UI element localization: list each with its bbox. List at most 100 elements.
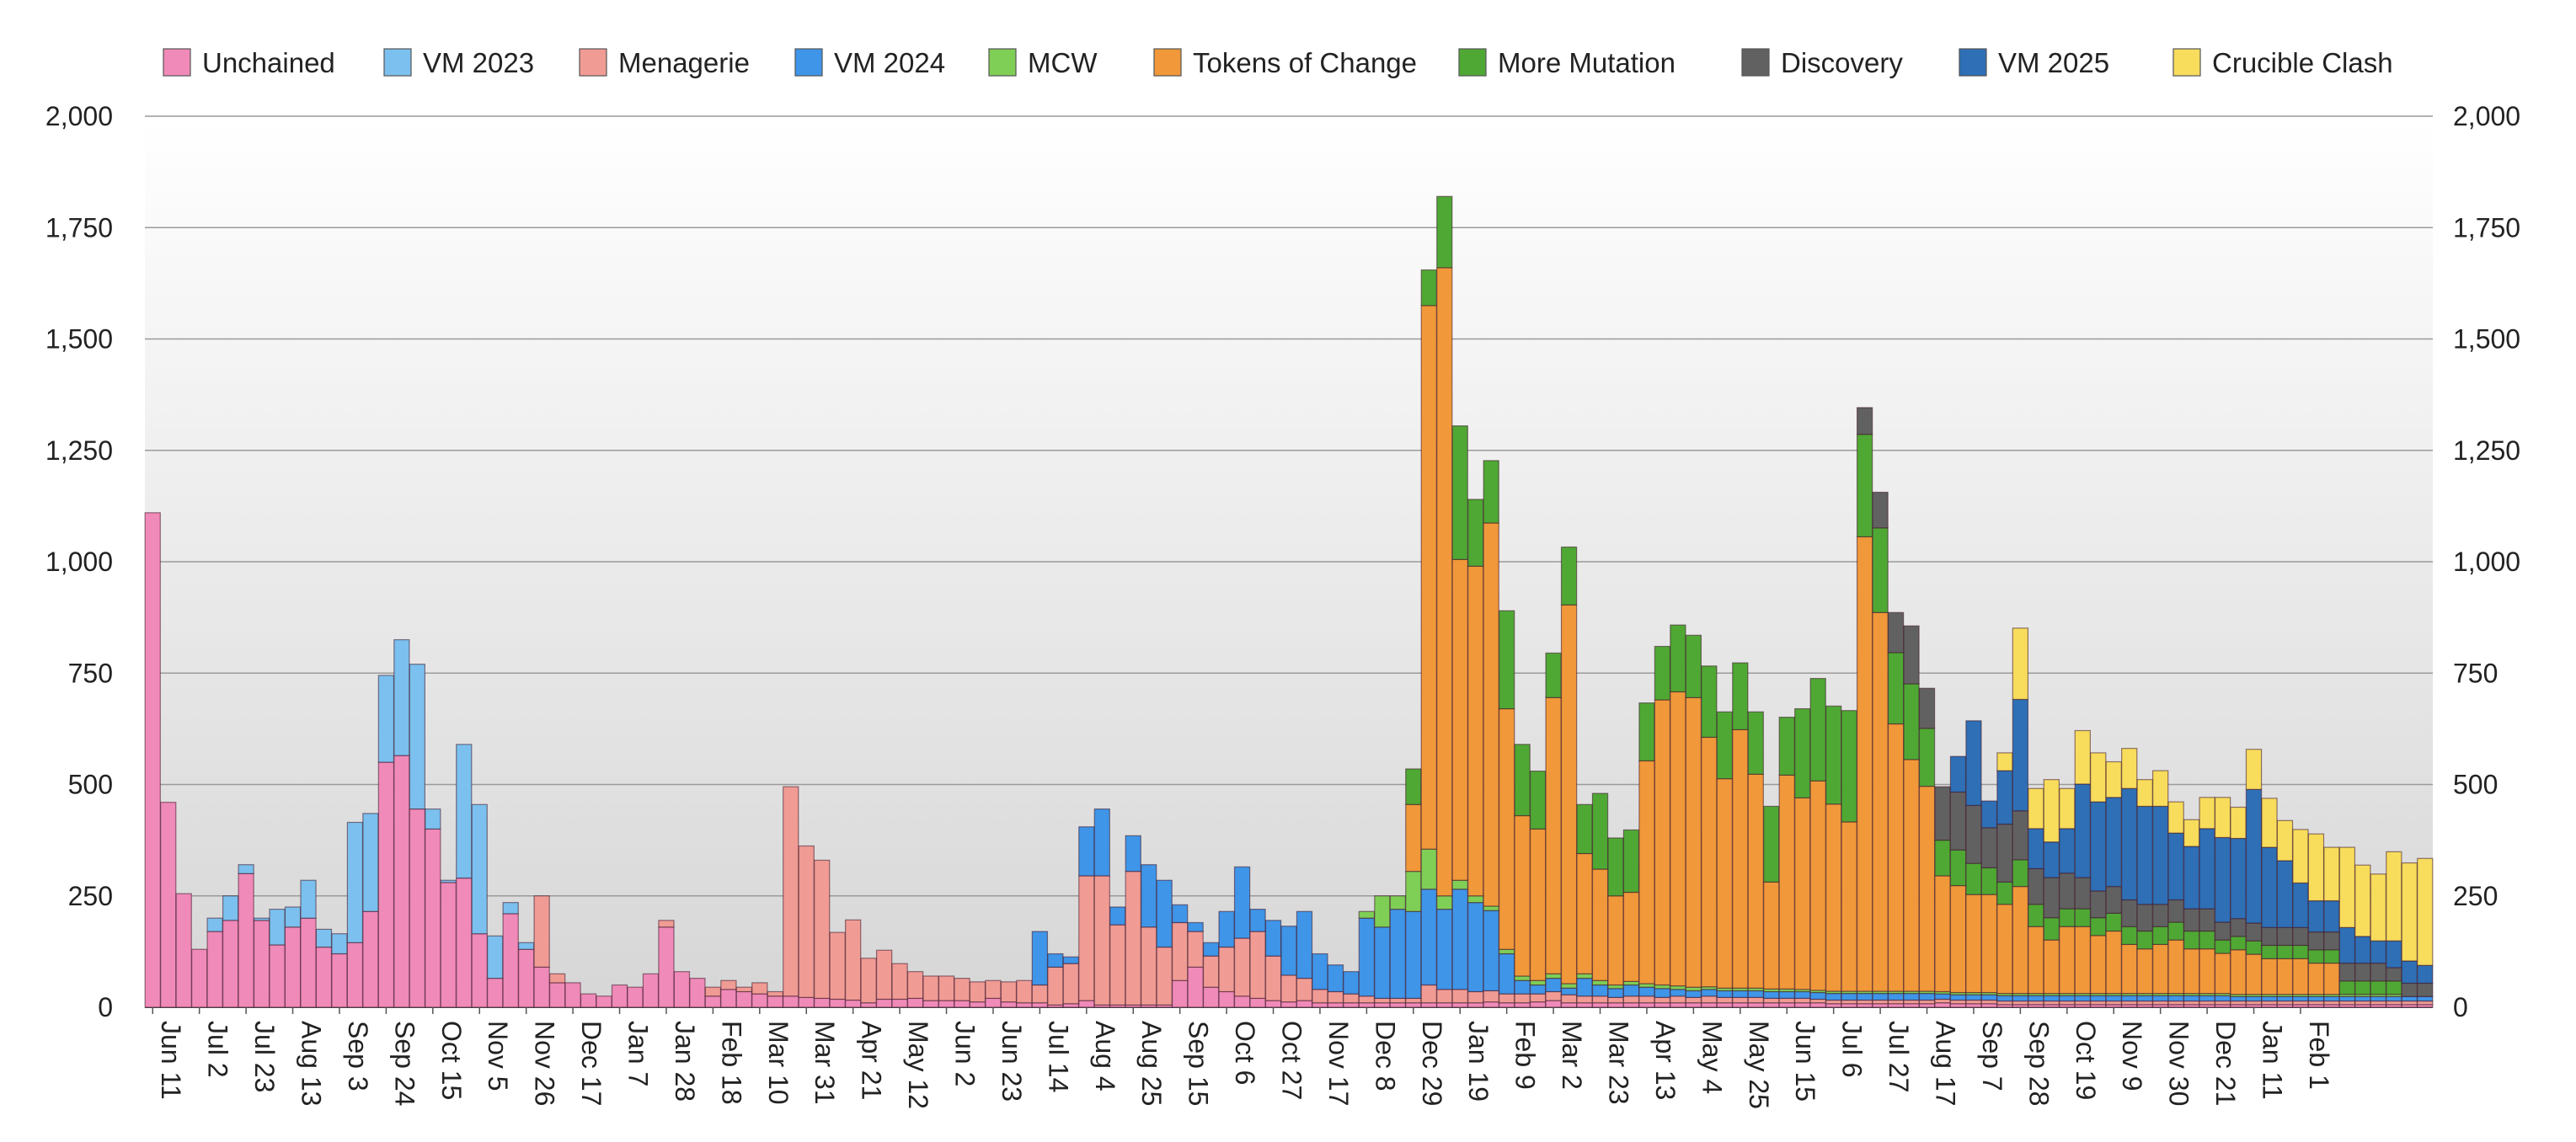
bar-segment: [2307, 1000, 2325, 1006]
x-tick-label: Nov 17: [1323, 1021, 1354, 1106]
bar-segment: [2323, 995, 2340, 1002]
x-tick-label: Nov 26: [530, 1021, 560, 1106]
bar-segment: [2417, 982, 2434, 997]
bar-segment: [1872, 527, 1889, 613]
bar-segment: [1856, 434, 1873, 537]
bar-segment: [1887, 652, 1905, 725]
bar-segment: [440, 882, 457, 1008]
bar-segment: [1062, 963, 1079, 1005]
bar-segment: [1202, 986, 1220, 1008]
bar-segment: [642, 973, 660, 1008]
x-tick-label: Oct 27: [1277, 1021, 1307, 1100]
bar-segment: [735, 986, 752, 993]
bar-segment: [1545, 973, 1562, 979]
bar-segment: [1980, 867, 1998, 895]
bar-segment: [2276, 995, 2294, 1002]
bar-segment: [1545, 990, 1562, 1001]
bars: [144, 195, 2434, 1008]
bar-segment: [1031, 1002, 1049, 1008]
bar-segment: [1903, 625, 1920, 685]
x-tick-label: Mar 23: [1604, 1021, 1634, 1105]
bar-segment: [2245, 922, 2263, 942]
bar-segment: [1638, 702, 1655, 762]
bar-segment: [1918, 992, 1936, 1001]
bar-segment: [2338, 926, 2356, 964]
bar-segment: [1296, 1000, 1313, 1008]
bar-segment: [2028, 1000, 2044, 1006]
bar-segment: [2199, 1000, 2215, 1006]
bar-segment: [2370, 1000, 2386, 1006]
bar-segment: [1327, 990, 1344, 1004]
bar-segment: [1545, 652, 1562, 698]
bar-segment: [1560, 546, 1578, 606]
bar-segment: [1576, 803, 1593, 855]
bar-segment: [1622, 829, 1640, 894]
bar-segment: [1732, 1002, 1749, 1008]
bar-segment: [2401, 960, 2418, 985]
bar-segment: [1374, 926, 1391, 1000]
bar-segment: [2183, 846, 2200, 910]
bar-segment: [331, 933, 348, 955]
bar-segment: [1965, 862, 1982, 895]
bar-segment: [1280, 926, 1297, 976]
bar-segment: [1763, 805, 1780, 883]
bar-segment: [2307, 949, 2325, 964]
bar-segment: [2386, 851, 2402, 942]
bar-segment: [2152, 943, 2169, 995]
bar-segment: [627, 986, 644, 1008]
bar-segment: [2152, 995, 2169, 1002]
bar-segment: [2323, 949, 2340, 964]
y-tick-label-left: 1,000: [45, 547, 113, 577]
bar-segment: [1591, 984, 1609, 997]
bar-segment: [1436, 267, 1453, 897]
bar-segment: [1841, 821, 1857, 992]
bar-segment: [2043, 995, 2060, 1002]
legend-swatch: [794, 48, 823, 77]
bar-segment: [2043, 877, 2060, 919]
bar-segment: [2276, 926, 2294, 947]
y-tick-label-right: 1,250: [2453, 435, 2520, 466]
bar-segment: [1825, 992, 1842, 1001]
bar-segment: [2417, 1000, 2434, 1006]
x-tick-label: Jul 27: [1884, 1021, 1914, 1092]
bar-segment: [2136, 930, 2153, 950]
bar-segment: [814, 997, 831, 1008]
bar-segment: [1545, 1000, 1562, 1008]
bar-segment: [1965, 720, 1982, 806]
y-tick-label-right: 0: [2453, 992, 2468, 1022]
bar-segment: [2012, 886, 2029, 995]
bar-segment: [1980, 827, 1998, 869]
bar-segment: [2261, 1000, 2278, 1006]
bar-segment: [1965, 999, 1982, 1005]
bar-segment: [1716, 711, 1733, 780]
bar-segment: [2105, 797, 2122, 888]
x-tick-label: Dec 29: [1417, 1021, 1447, 1106]
bar-segment: [1732, 996, 1749, 1004]
bar-segment: [2152, 926, 2169, 946]
bar-segment: [1451, 889, 1468, 990]
bar-segment: [1312, 989, 1328, 1004]
bar-segment: [1389, 1002, 1406, 1008]
bar-segment: [1451, 558, 1468, 881]
legend-swatch: [163, 48, 191, 77]
bar-segment: [891, 963, 908, 1001]
bar-segment: [2074, 877, 2091, 910]
bar-segment: [2090, 917, 2107, 937]
bar-segment: [2012, 810, 2029, 861]
bar-segment: [1934, 998, 1951, 1004]
bar-segment: [720, 989, 737, 1008]
bar-segment: [1685, 996, 1702, 1004]
bar-segment: [1451, 1002, 1468, 1008]
bar-segment: [1483, 1001, 1499, 1008]
x-tick-label: Jul 14: [1043, 1021, 1073, 1092]
bar-segment: [2261, 926, 2278, 947]
bar-segment: [206, 917, 223, 932]
bar-segment: [2183, 908, 2200, 932]
bar-segment: [2417, 964, 2434, 985]
bar-segment: [1747, 990, 1764, 998]
bar-segment: [1732, 728, 1749, 989]
bar-segment: [425, 808, 441, 830]
bar-segment: [409, 664, 425, 810]
bar-segment: [673, 971, 691, 1008]
